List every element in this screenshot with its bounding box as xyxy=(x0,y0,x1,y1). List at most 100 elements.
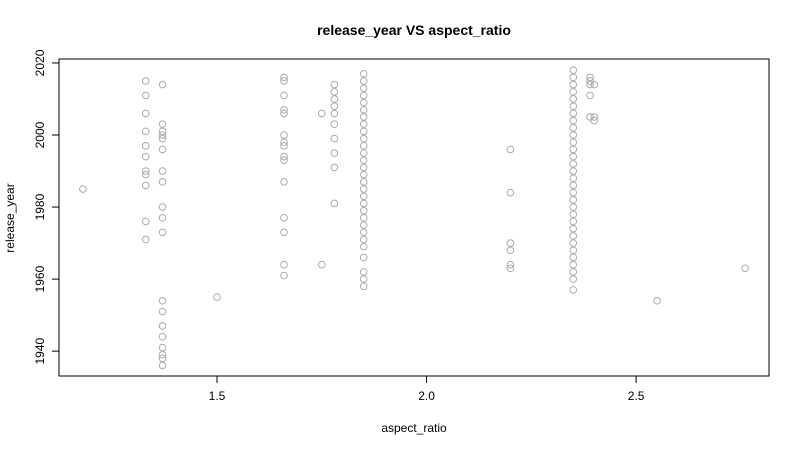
point xyxy=(359,221,368,229)
point xyxy=(569,210,578,219)
point xyxy=(569,116,578,125)
point xyxy=(280,142,288,150)
point xyxy=(141,167,150,175)
plot-box xyxy=(58,58,770,377)
point xyxy=(569,80,578,89)
point xyxy=(569,87,578,96)
point xyxy=(330,95,339,103)
point xyxy=(280,152,288,161)
point xyxy=(569,232,578,240)
point xyxy=(280,109,288,118)
point xyxy=(569,239,578,247)
point xyxy=(280,214,288,222)
point xyxy=(158,120,167,129)
point xyxy=(141,142,150,150)
x-tick-label: 1.5 xyxy=(209,389,226,403)
point xyxy=(141,91,150,100)
point xyxy=(280,138,288,147)
point xyxy=(359,91,368,100)
point xyxy=(359,77,368,85)
x-tick-label: 2.5 xyxy=(628,389,645,403)
point xyxy=(330,149,339,157)
point xyxy=(141,217,150,226)
point xyxy=(330,163,339,172)
point xyxy=(359,84,368,92)
point xyxy=(569,152,578,161)
point xyxy=(590,113,599,121)
point xyxy=(158,80,167,89)
y-tick-label: 2020 xyxy=(33,49,47,76)
point xyxy=(359,282,368,291)
point xyxy=(330,199,339,208)
point xyxy=(158,228,167,237)
point xyxy=(158,203,167,211)
point xyxy=(569,160,578,168)
point xyxy=(569,188,578,197)
point xyxy=(158,178,167,186)
point xyxy=(569,203,578,211)
point xyxy=(359,120,368,129)
point xyxy=(569,268,578,276)
point xyxy=(158,361,167,370)
point xyxy=(158,343,167,352)
point xyxy=(158,354,167,363)
point xyxy=(359,228,368,237)
point xyxy=(280,156,288,165)
point xyxy=(158,296,167,305)
point xyxy=(569,217,578,226)
point xyxy=(158,214,167,222)
point xyxy=(569,260,578,269)
point xyxy=(359,192,368,201)
point xyxy=(330,87,339,96)
y-tick-label: 2000 xyxy=(33,121,47,148)
point xyxy=(506,264,515,273)
point xyxy=(569,246,578,255)
point xyxy=(141,127,150,136)
y-tick-label: 1940 xyxy=(33,337,47,364)
point xyxy=(79,185,87,193)
point xyxy=(569,124,578,132)
point xyxy=(741,264,749,273)
y-tick-label: 1980 xyxy=(33,193,47,220)
point xyxy=(141,109,150,118)
point xyxy=(280,105,288,114)
point xyxy=(141,181,150,190)
point xyxy=(158,127,167,136)
point xyxy=(569,66,578,74)
point xyxy=(569,253,578,262)
point xyxy=(330,102,339,110)
point xyxy=(359,214,368,222)
point xyxy=(653,296,661,305)
point xyxy=(330,134,339,143)
point xyxy=(569,145,578,154)
point xyxy=(280,91,288,100)
point xyxy=(280,228,288,237)
x-axis-title: aspect_ratio xyxy=(381,421,447,435)
point xyxy=(330,80,339,89)
point xyxy=(359,268,368,276)
point xyxy=(158,145,167,154)
point xyxy=(158,307,167,316)
point xyxy=(569,167,578,175)
point xyxy=(569,138,578,147)
point xyxy=(359,235,368,244)
point xyxy=(569,181,578,190)
point xyxy=(359,163,368,172)
point xyxy=(586,80,594,89)
point xyxy=(330,109,339,118)
point xyxy=(359,98,368,107)
point xyxy=(158,167,167,175)
point xyxy=(590,116,599,125)
point xyxy=(141,152,150,161)
point xyxy=(569,275,578,283)
point xyxy=(506,145,515,154)
point xyxy=(141,77,150,85)
point xyxy=(359,156,368,165)
point xyxy=(280,271,288,280)
point xyxy=(569,224,578,233)
point xyxy=(569,131,578,139)
point xyxy=(359,134,368,143)
point xyxy=(280,178,288,186)
chart-title: release_year VS aspect_ratio xyxy=(317,22,511,38)
